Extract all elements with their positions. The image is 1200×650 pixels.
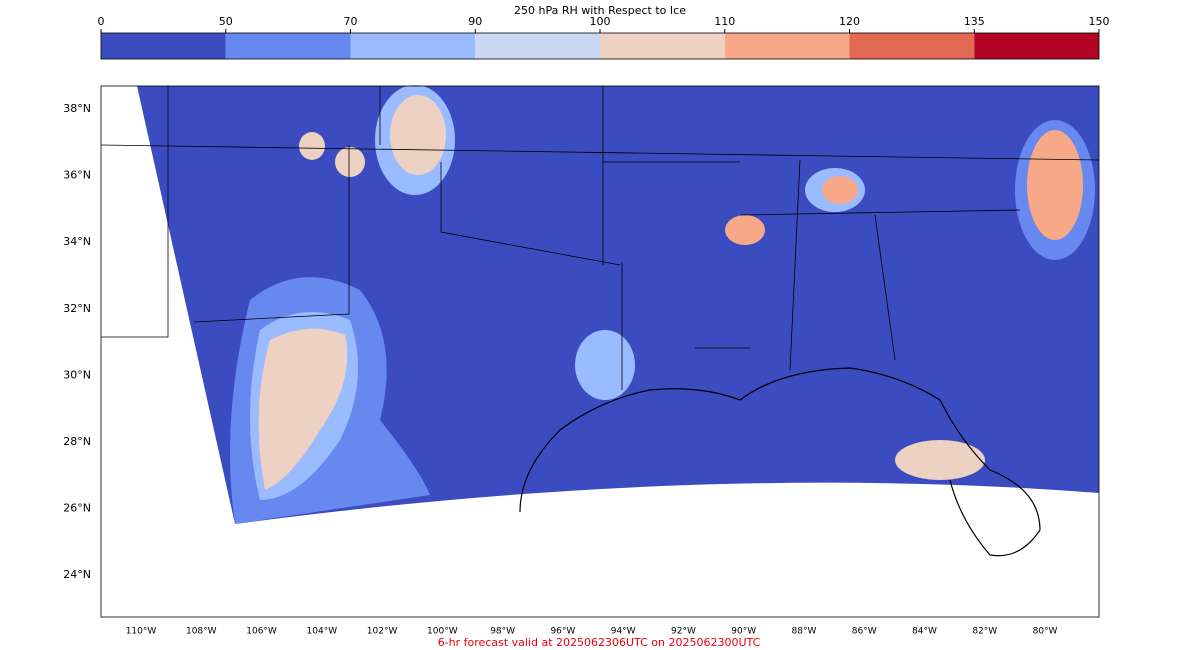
- colorbar-title: 250 hPa RH with Respect to Ice: [514, 4, 686, 17]
- lon-label: 108°W: [186, 627, 217, 637]
- lon-label: 92°W: [671, 627, 696, 637]
- map-frame: [100, 85, 1100, 618]
- lat-label: 26°N: [63, 502, 91, 515]
- lon-label: 86°W: [852, 627, 877, 637]
- lat-label: 36°N: [63, 169, 91, 182]
- lon-label: 104°W: [307, 627, 338, 637]
- colorbar-segment: [974, 33, 1099, 59]
- lat-label: 30°N: [63, 368, 91, 381]
- lon-label: 94°W: [611, 627, 636, 637]
- map: [100, 85, 1100, 618]
- colorbar: 0 50 70 90 100 110 120 135 150: [98, 15, 1110, 60]
- coastline: [519, 367, 1041, 557]
- lon-label: 102°W: [367, 627, 398, 637]
- blob: [299, 132, 325, 160]
- lon-label: 100°W: [427, 627, 458, 637]
- blob: [1027, 130, 1083, 240]
- lat-label: 32°N: [63, 302, 91, 315]
- colorbar-tick-label: 110: [714, 15, 735, 28]
- colorbar-tick-label: 70: [344, 15, 358, 28]
- lat-label: 38°N: [63, 102, 91, 115]
- colorbar-tick-label: 0: [98, 15, 105, 28]
- lon-label: 84°W: [912, 627, 937, 637]
- colorbar-segment: [600, 33, 725, 59]
- lon-label: 110°W: [126, 627, 157, 637]
- lat-label: 34°N: [63, 235, 91, 248]
- colorbar-segment: [101, 33, 226, 59]
- colorbar-segment: [475, 33, 600, 59]
- blob: [258, 328, 348, 490]
- lat-label: 24°N: [63, 568, 91, 581]
- colorbar-tick-label: 90: [468, 15, 482, 28]
- forecast-footer: 6-hr forecast valid at 2025062306UTC on …: [438, 636, 761, 649]
- colorbar-segment: [350, 33, 476, 59]
- humidity-blobs: [230, 85, 1095, 524]
- lon-label: 88°W: [792, 627, 817, 637]
- blob: [895, 440, 985, 480]
- blob: [725, 215, 765, 245]
- colorbar-tick-label: 100: [590, 15, 611, 28]
- lon-label: 90°W: [731, 627, 756, 637]
- lon-label: 98°W: [490, 627, 515, 637]
- blob: [335, 147, 365, 177]
- lon-label: 96°W: [550, 627, 575, 637]
- blob: [390, 95, 446, 175]
- lon-label: 106°W: [246, 627, 277, 637]
- colorbar-segment: [225, 33, 351, 59]
- colorbar-segment: [849, 33, 975, 59]
- colorbar-tick-label: 120: [839, 15, 860, 28]
- lon-label: 80°W: [1033, 627, 1058, 637]
- colorbar-tick-label: 135: [964, 15, 985, 28]
- lon-label: 82°W: [972, 627, 997, 637]
- colorbar-tick-label: 50: [219, 15, 233, 28]
- blob: [822, 176, 858, 204]
- lat-label: 28°N: [63, 435, 91, 448]
- colorbar-tick-label: 150: [1089, 15, 1110, 28]
- state-borders: [100, 86, 1100, 390]
- blob: [575, 330, 635, 400]
- colorbar-segment: [724, 33, 850, 59]
